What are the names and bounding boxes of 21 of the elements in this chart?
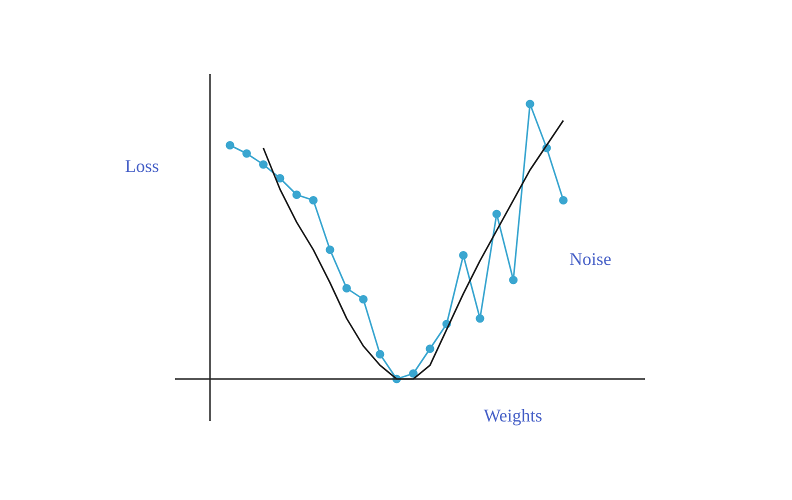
point [359, 294, 368, 304]
point [509, 276, 518, 284]
point [309, 196, 318, 205]
point [276, 174, 284, 183]
point [409, 369, 418, 378]
point [426, 344, 434, 354]
point [326, 245, 334, 254]
x-axis-title: Weights [484, 406, 542, 426]
text: Noise [569, 248, 612, 269]
point [526, 100, 534, 108]
point [259, 160, 268, 169]
point [242, 149, 251, 158]
point [459, 250, 468, 260]
point [492, 210, 501, 218]
y-axis-title: Loss [124, 156, 160, 176]
point [292, 190, 301, 200]
point [342, 284, 351, 293]
point [559, 196, 568, 205]
point [376, 350, 384, 359]
point [226, 140, 234, 150]
point [476, 314, 484, 323]
